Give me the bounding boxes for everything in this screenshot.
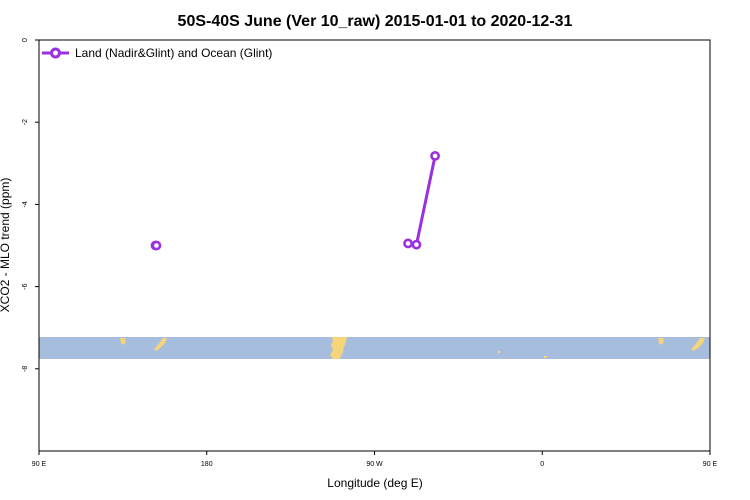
x-tick-label: 90 E — [32, 461, 47, 468]
plot-frame — [38, 39, 711, 452]
legend-label: Land (Nadir&Glint) and Ocean (Glint) — [75, 46, 272, 60]
ocean-band — [39, 337, 710, 359]
y-tick-label: -2 — [22, 119, 29, 125]
x-tick-label: 90 W — [366, 461, 383, 468]
x-axis: 90 E 180 90 W 0 90 E — [32, 451, 718, 468]
y-tick-label: 0 — [22, 38, 29, 42]
x-tick-label: 90 E — [703, 461, 718, 468]
land-tasmania-sliver — [120, 338, 126, 345]
x-axis-label: Longitude (deg E) — [327, 476, 422, 490]
legend-marker — [50, 47, 61, 59]
data-point — [403, 238, 413, 249]
series-line — [407, 155, 437, 247]
land-new-zealand-south-repeat — [691, 338, 705, 351]
y-tick-label: -4 — [22, 201, 29, 207]
land-small-island-2 — [544, 356, 547, 358]
y-axis-label: XCO2 - MLO trend (ppm) — [0, 178, 12, 313]
data-point — [151, 240, 162, 251]
x-tick-label: 180 — [201, 461, 213, 468]
y-tick-label: -6 — [22, 283, 29, 289]
series-layer — [150, 151, 440, 251]
data-point — [430, 151, 440, 161]
land-tasmania-sliver-repeat — [658, 338, 664, 345]
land-small-island-1 — [498, 351, 500, 353]
y-tick-label: -8 — [22, 366, 29, 372]
x-tick-label: 0 — [540, 461, 544, 468]
land-new-zealand-south — [154, 338, 167, 351]
y-axis: 0 -2 -4 -6 -8 — [22, 38, 39, 372]
data-point — [411, 239, 422, 250]
legend: Land (Nadir&Glint) and Ocean (Glint) — [42, 46, 272, 60]
land-south-america-patagonia — [330, 337, 347, 359]
map-band — [39, 337, 710, 359]
chart-title: 50S-40S June (Ver 10_raw) 2015-01-01 to … — [178, 13, 573, 30]
